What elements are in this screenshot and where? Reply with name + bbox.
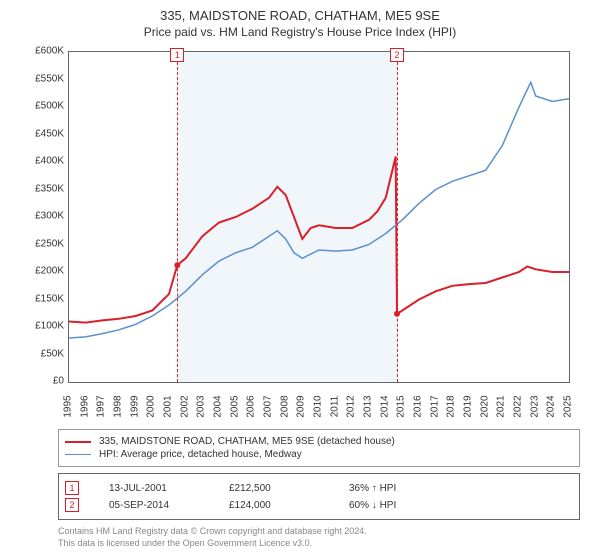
chart-subtitle: Price paid vs. HM Land Registry's House … [10,25,590,39]
series-line [69,82,569,338]
x-axis-label: 1995 [63,395,74,417]
x-axis-label: 2016 [413,395,424,417]
y-axis-label: £50K [20,348,64,359]
y-axis-label: £0 [20,376,64,387]
y-axis-label: £250K [20,238,64,249]
legend: 335, MAIDSTONE ROAD, CHATHAM, ME5 9SE (d… [58,429,580,467]
x-axis-label: 2019 [463,395,474,417]
x-axis-label: 2022 [513,395,524,417]
x-axis-label: 1999 [129,395,140,417]
x-axis-label: 1997 [96,395,107,417]
event-date: 13-JUL-2001 [109,483,209,494]
event-marker-line [397,52,398,382]
x-axis-label: 2021 [496,395,507,417]
event-row-badge: 2 [65,498,79,512]
x-axis-label: 2007 [263,395,274,417]
plot-area: 12 [68,51,570,383]
y-axis-label: £150K [20,293,64,304]
legend-swatch [65,454,91,456]
event-badge: 2 [390,48,404,62]
x-axis-label: 2015 [396,395,407,417]
y-axis-label: £500K [20,101,64,112]
event-price: £212,500 [229,483,329,494]
x-axis-label: 2023 [529,395,540,417]
x-axis-label: 2018 [446,395,457,417]
x-axis-label: 2014 [379,395,390,417]
legend-item: HPI: Average price, detached house, Medw… [65,449,573,460]
event-price: £124,000 [229,500,329,511]
credit-line-2: This data is licensed under the Open Gov… [58,538,580,550]
x-axis-label: 2006 [246,395,257,417]
event-row: 2 05-SEP-2014 £124,000 60% ↓ HPI [65,498,573,512]
event-date: 05-SEP-2014 [109,500,209,511]
y-axis-label: £550K [20,73,64,84]
events-table: 1 13-JUL-2001 £212,500 36% ↑ HPI 2 05-SEP-201… [58,473,580,520]
x-axis-label: 2024 [546,395,557,417]
x-axis-label: 2004 [213,395,224,417]
credit-line-1: Contains HM Land Registry data © Crown c… [58,526,580,538]
x-axis-label: 1996 [79,395,90,417]
y-axis-label: £100K [20,321,64,332]
x-axis-label: 2025 [563,395,574,417]
y-axis-label: £600K [20,46,64,57]
x-axis-label: 2011 [329,396,340,418]
event-marker-line [177,52,178,382]
series-line [69,157,569,323]
event-badge: 1 [170,48,184,62]
x-axis-label: 2010 [313,395,324,417]
x-axis-label: 2013 [363,395,374,417]
chart-area: £0 £50K £100K £150K £200K £250K £300K £350K £400… [20,45,580,425]
x-axis-label: 2017 [429,395,440,417]
x-axis-label: 2002 [179,395,190,417]
x-axis-label: 2020 [479,395,490,417]
x-axis-label: 2000 [146,395,157,417]
x-axis-label: 1998 [113,395,124,417]
legend-swatch [65,441,91,443]
legend-label: HPI: Average price, detached house, Medw… [99,449,302,460]
x-axis-label: 2003 [196,395,207,417]
chart-title: 335, MAIDSTONE ROAD, CHATHAM, ME5 9SE [10,8,590,23]
y-axis-label: £300K [20,211,64,222]
event-delta: 60% ↓ HPI [349,500,449,511]
x-axis-label: 2005 [229,395,240,417]
credit-text: Contains HM Land Registry data © Crown c… [58,526,580,549]
x-axis-label: 2012 [346,395,357,417]
y-axis-label: £350K [20,183,64,194]
event-row: 1 13-JUL-2001 £212,500 36% ↑ HPI [65,481,573,495]
legend-label: 335, MAIDSTONE ROAD, CHATHAM, ME5 9SE (d… [99,436,395,447]
y-axis-label: £200K [20,266,64,277]
legend-item: 335, MAIDSTONE ROAD, CHATHAM, ME5 9SE (d… [65,436,573,447]
event-delta: 36% ↑ HPI [349,483,449,494]
x-axis-label: 2001 [163,395,174,417]
y-axis-label: £450K [20,128,64,139]
x-axis-label: 2009 [296,395,307,417]
y-axis-label: £400K [20,156,64,167]
x-axis-label: 2008 [279,395,290,417]
event-row-badge: 1 [65,481,79,495]
